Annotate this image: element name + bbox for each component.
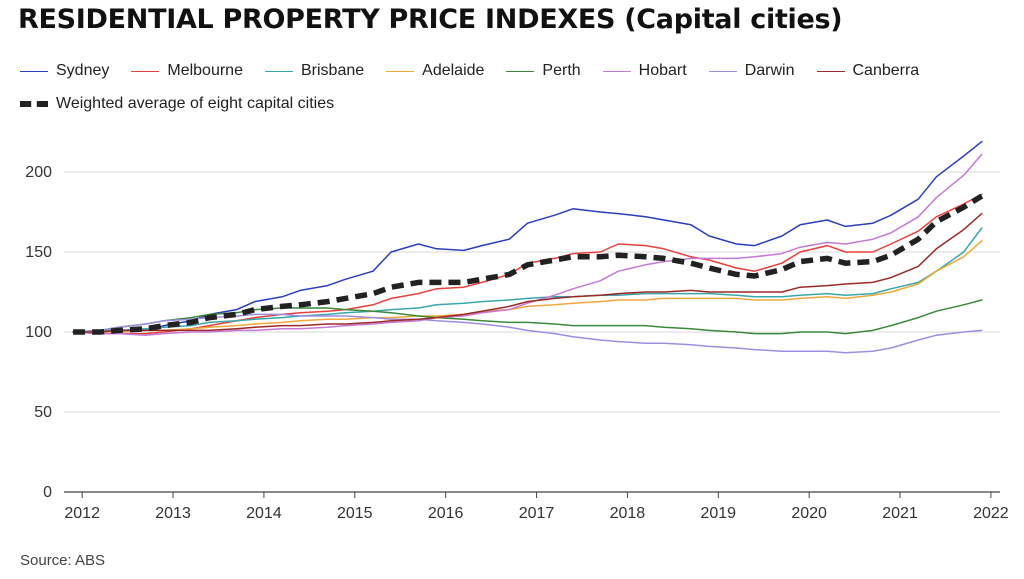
legend-label: Adelaide — [422, 62, 485, 79]
series-line-weighted-average-of-eight-capital-cities — [73, 193, 984, 335]
legend-label: Darwin — [744, 62, 795, 79]
legend-swatch — [20, 70, 48, 72]
legend-row-cities: Sydney Melbourne Brisbane Adelaide Perth Hoba… — [20, 58, 1000, 84]
legend-swatch — [816, 70, 845, 72]
series-line-hobart — [72, 153, 983, 336]
legend-row-average: Weighted average of eight capital cities — [20, 91, 1000, 117]
legend: Sydney Melbourne Brisbane Adelaide Perth Hoba… — [20, 58, 1000, 124]
legend-label: Perth — [542, 62, 581, 79]
y-tick-label: 0 — [43, 484, 52, 501]
legend-swatch — [131, 70, 160, 72]
legend-item-melbourne: Melbourne — [131, 62, 243, 80]
legend-item-canberra: Canberra — [816, 62, 920, 80]
legend-label: Brisbane — [300, 62, 365, 79]
series-line-canberra — [72, 212, 983, 333]
series-line-adelaide — [72, 240, 983, 333]
x-tick-label: 2022 — [973, 505, 1009, 522]
legend-item-brisbane: Brisbane — [264, 62, 365, 80]
legend-label: Sydney — [56, 62, 110, 79]
legend-item-adelaide: Adelaide — [386, 62, 484, 80]
chart-title: RESIDENTIAL PROPERTY PRICE INDEXES (Capi… — [18, 4, 843, 35]
legend-swatch — [264, 70, 293, 72]
legend-swatch — [506, 70, 535, 72]
legend-item-hobart: Hobart — [602, 62, 687, 80]
y-tick-label: 150 — [25, 244, 52, 261]
x-tick-label: 2014 — [246, 505, 282, 522]
y-tick-label: 50 — [34, 404, 52, 421]
legend-swatch — [602, 70, 631, 72]
x-tick-label: 2012 — [64, 505, 100, 522]
x-tick-label: 2021 — [882, 505, 918, 522]
x-tick-label: 2019 — [700, 505, 736, 522]
legend-item-sydney: Sydney — [20, 62, 109, 80]
legend-label: Hobart — [638, 62, 687, 79]
series-lines — [72, 140, 984, 354]
x-tick-label: 2020 — [791, 505, 827, 522]
y-axis-ticks: 0 50 100 150 200 — [25, 164, 52, 501]
legend-swatch — [708, 70, 737, 72]
legend-label: Melbourne — [167, 62, 243, 79]
legend-label: Canberra — [852, 62, 920, 79]
legend-item-weighted-average-of-eight-capital-cities: Weighted average of eight capital cities — [20, 95, 334, 113]
legend-item-perth: Perth — [506, 62, 581, 80]
x-tick-label: 2018 — [610, 505, 646, 522]
legend-swatch — [20, 101, 48, 107]
legend-label: Weighted average of eight capital cities — [56, 95, 335, 112]
y-tick-label: 100 — [25, 324, 52, 341]
legend-item-darwin: Darwin — [708, 62, 795, 80]
x-tick-label: 2016 — [428, 505, 464, 522]
x-tick-label: 2015 — [337, 505, 373, 522]
x-axis-ticks: 2012 2013 2014 2015 2016 2017 2018 2019 2020 2021… — [64, 492, 1009, 522]
series-line-sydney — [72, 140, 983, 333]
source-note: Source: ABS — [20, 552, 106, 569]
x-tick-label: 2013 — [155, 505, 191, 522]
series-line-brisbane — [72, 227, 983, 333]
x-tick-label: 2017 — [519, 505, 555, 522]
legend-swatch — [386, 70, 415, 72]
y-tick-label: 200 — [25, 164, 52, 181]
